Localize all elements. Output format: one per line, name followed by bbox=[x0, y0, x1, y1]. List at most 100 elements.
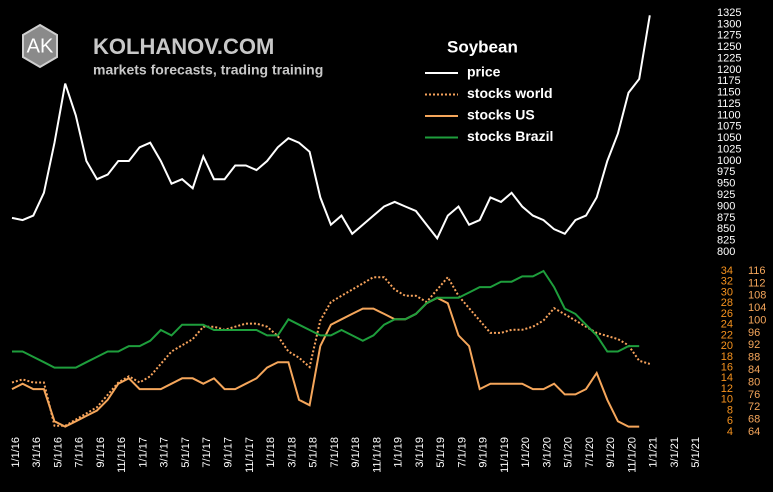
logo-badge bbox=[22, 23, 58, 69]
y-tick-label: 950 bbox=[717, 178, 735, 190]
x-tick-label: 9/1/16 bbox=[95, 437, 107, 468]
legend-label: stocks Brazil bbox=[467, 128, 553, 144]
y2-tick-label: 84 bbox=[748, 364, 760, 376]
y2-tick-label: 116 bbox=[748, 265, 766, 277]
y-tick-label: 16 bbox=[721, 362, 733, 374]
y2-tick-label: 80 bbox=[748, 376, 760, 388]
y-tick-label: 10 bbox=[721, 394, 733, 406]
y-tick-label: 1175 bbox=[717, 75, 741, 87]
x-tick-label: 5/1/16 bbox=[52, 437, 64, 468]
site-title: KOLHANOV.COM bbox=[93, 34, 274, 59]
y-tick-label: 20 bbox=[721, 340, 733, 352]
y-tick-label: 1300 bbox=[717, 18, 741, 30]
x-tick-label: 5/1/18 bbox=[308, 437, 320, 468]
y-tick-label: 1100 bbox=[717, 109, 741, 121]
x-tick-label: 3/1/17 bbox=[159, 437, 171, 468]
y-tick-label: 850 bbox=[717, 223, 735, 235]
legend-item: price bbox=[425, 64, 501, 80]
legend-label: stocks world bbox=[467, 85, 553, 101]
y-tick-label: 22 bbox=[721, 329, 733, 341]
y-tick-label: 1325 bbox=[717, 7, 741, 19]
y-tick-label: 800 bbox=[717, 246, 735, 258]
y2-tick-label: 72 bbox=[748, 401, 760, 413]
y-tick-label: 1000 bbox=[717, 155, 741, 167]
site-subtitle: markets forecasts, trading training bbox=[93, 62, 323, 78]
x-tick-label: 3/1/18 bbox=[286, 437, 298, 468]
x-tick-label: 7/1/19 bbox=[456, 437, 468, 468]
x-tick-label: 9/1/19 bbox=[478, 437, 490, 468]
x-tick-label: 11/1/17 bbox=[244, 437, 256, 473]
y2-tick-label: 108 bbox=[748, 290, 766, 302]
logo: AK bbox=[22, 23, 58, 69]
y2-tick-label: 112 bbox=[748, 277, 766, 289]
x-tick-label: 9/1/18 bbox=[350, 437, 362, 468]
x-tick-label: 11/1/19 bbox=[499, 437, 511, 473]
x-tick-label: 7/1/20 bbox=[584, 437, 596, 468]
legend-label: price bbox=[467, 64, 501, 80]
series-line bbox=[11, 15, 651, 241]
chart-title: Soybean bbox=[447, 37, 518, 56]
y-tick-label: 6 bbox=[727, 415, 733, 427]
y2-tick-label: 92 bbox=[748, 339, 760, 351]
legend-item: stocks Brazil bbox=[425, 128, 553, 144]
legend-item: stocks world bbox=[425, 85, 553, 101]
y-tick-label: 14 bbox=[721, 372, 733, 384]
x-tick-label: 1/1/17 bbox=[137, 437, 149, 468]
x-tick-label: 3/1/21 bbox=[669, 437, 681, 468]
y-tick-label: 1225 bbox=[717, 52, 741, 64]
y-tick-label: 30 bbox=[721, 286, 733, 298]
y-tick-label: 18 bbox=[721, 351, 733, 363]
y2-tick-label: 96 bbox=[748, 327, 760, 339]
x-tick-label: 11/1/20 bbox=[626, 437, 638, 473]
y2-tick-label: 104 bbox=[748, 302, 766, 314]
y-tick-label: 1025 bbox=[717, 143, 741, 155]
x-tick-label: 3/1/19 bbox=[414, 437, 426, 468]
x-tick-label: 11/1/16 bbox=[116, 437, 128, 473]
x-tick-label: 3/1/16 bbox=[31, 437, 43, 468]
y-tick-label: 1275 bbox=[717, 30, 741, 42]
x-tick-label: 7/1/18 bbox=[329, 437, 341, 468]
logo-text: AK bbox=[27, 35, 54, 57]
y-tick-label: 1250 bbox=[717, 41, 741, 53]
series-line bbox=[12, 269, 640, 369]
x-tick-label: 11/1/18 bbox=[371, 437, 383, 473]
x-tick-label: 5/1/17 bbox=[180, 437, 192, 468]
x-tick-label: 3/1/20 bbox=[541, 437, 553, 468]
x-tick-label: 9/1/17 bbox=[223, 437, 235, 468]
y-tick-label: 900 bbox=[717, 200, 735, 212]
x-tick-label: 5/1/21 bbox=[690, 437, 702, 468]
y2-tick-label: 68 bbox=[748, 414, 760, 426]
y-tick-label: 1125 bbox=[717, 98, 741, 110]
y-tick-label: 34 bbox=[721, 265, 733, 277]
y-tick-label: 12 bbox=[721, 383, 733, 395]
y-tick-label: 1200 bbox=[717, 64, 741, 76]
y2-tick-label: 88 bbox=[748, 352, 760, 364]
series-line bbox=[11, 296, 640, 428]
series-line bbox=[11, 275, 651, 427]
x-tick-label: 1/1/21 bbox=[648, 437, 660, 468]
y-tick-label: 1050 bbox=[717, 132, 741, 144]
y-tick-label: 24 bbox=[721, 319, 733, 331]
y-tick-label: 4 bbox=[727, 426, 733, 438]
y2-tick-label: 100 bbox=[748, 314, 766, 326]
y-tick-label: 8 bbox=[727, 404, 733, 416]
x-tick-label: 1/1/16 bbox=[10, 437, 22, 468]
y-tick-label: 1075 bbox=[717, 121, 741, 133]
x-tick-label: 5/1/19 bbox=[435, 437, 447, 468]
x-tick-label: 1/1/19 bbox=[393, 437, 405, 468]
y-tick-label: 875 bbox=[717, 212, 735, 224]
x-tick-label: 1/1/20 bbox=[520, 437, 532, 468]
y2-tick-label: 76 bbox=[748, 389, 760, 401]
x-tick-label: 7/1/16 bbox=[74, 437, 86, 468]
x-tick-label: 5/1/20 bbox=[563, 437, 575, 468]
legend-label: stocks US bbox=[467, 107, 535, 123]
y-tick-label: 925 bbox=[717, 189, 735, 201]
y-tick-label: 1150 bbox=[717, 87, 741, 99]
y-tick-label: 32 bbox=[721, 276, 733, 288]
x-tick-label: 1/1/18 bbox=[265, 437, 277, 468]
y-tick-label: 28 bbox=[721, 297, 733, 309]
y-tick-label: 975 bbox=[717, 166, 735, 178]
legend-item: stocks US bbox=[425, 107, 535, 123]
y2-tick-label: 64 bbox=[748, 426, 760, 438]
